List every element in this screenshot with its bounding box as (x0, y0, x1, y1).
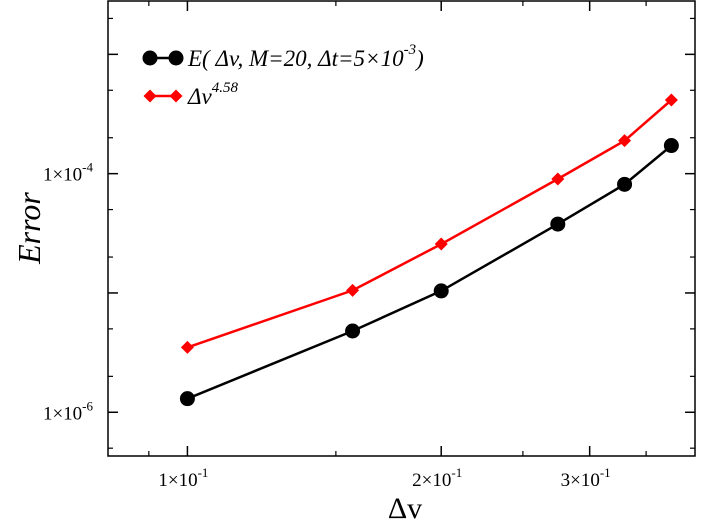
legend-entry-1: Δv4.58 (143, 80, 238, 109)
data-point (664, 93, 678, 107)
tick-labels: 1×10-1 2×10-1 3×10-1 1×10-6 1×10-4 (43, 160, 611, 491)
series-layer (179, 93, 679, 407)
axis-ticks (108, 1, 695, 456)
series-0 (179, 138, 679, 407)
series-line (186, 99, 673, 349)
data-point (663, 138, 679, 154)
series-1 (180, 93, 678, 354)
y-tick-label: 1×10-6 (43, 398, 94, 424)
plot-frame (107, 0, 696, 457)
legend-label: E( Δv, M=20, Δt=5×10-3) (187, 42, 424, 71)
legend-marker (142, 50, 158, 66)
y-tick-label: 1×10-4 (43, 160, 94, 186)
legend-marker (169, 89, 183, 103)
series-line (186, 144, 673, 400)
data-point (433, 283, 449, 299)
data-point (346, 283, 360, 297)
legend-marker (143, 89, 157, 103)
x-tick-label: 3×10-1 (561, 465, 611, 491)
legend: E( Δv, M=20, Δt=5×10-3) Δv4.58 (142, 42, 424, 109)
x-tick-label: 1×10-1 (158, 465, 208, 491)
x-tick-label: 2×10-1 (412, 465, 462, 491)
data-point (550, 216, 566, 232)
data-point (617, 176, 633, 192)
legend-marker (168, 50, 184, 66)
data-point (618, 134, 632, 148)
y-axis-title: Error (11, 192, 47, 265)
data-point (180, 340, 194, 354)
legend-label: Δv4.58 (187, 80, 238, 109)
legend-entry-0: E( Δv, M=20, Δt=5×10-3) (142, 42, 424, 71)
data-point (345, 323, 361, 339)
data-point (179, 391, 195, 407)
data-point (551, 172, 565, 186)
data-point (434, 237, 448, 251)
x-axis-title: Δv (388, 492, 422, 522)
